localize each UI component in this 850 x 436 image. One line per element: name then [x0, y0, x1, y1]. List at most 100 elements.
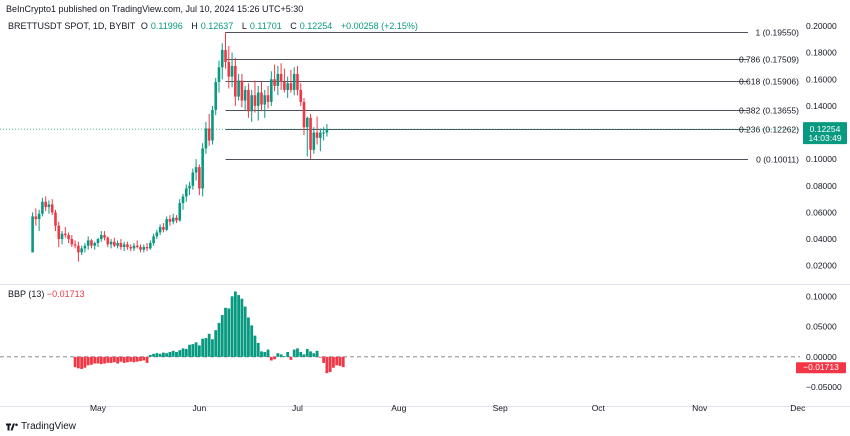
price-tick-label: 0.04000: [806, 234, 837, 244]
ohlc-open-label: O: [140, 21, 148, 31]
candle-body: [299, 89, 303, 102]
candle-body: [54, 212, 57, 226]
bbp-bar: [109, 356, 113, 363]
bbp-bar: [116, 356, 120, 364]
candle-body: [240, 80, 244, 101]
fibonacci-levels: 1 (0.19550) 0.786 (0.17509) 0.618 (0.15906…: [0, 28, 800, 165]
candle-body: [230, 65, 234, 77]
bbp-bar: [286, 351, 290, 357]
ohlc-low-label: L: [241, 21, 247, 31]
candle-body: [253, 95, 257, 106]
symbol-name[interactable]: BRETTUSDT SPOT, 1D, BYBIT: [8, 21, 136, 31]
bbp-bar: [73, 356, 77, 368]
bbp-bar: [217, 322, 221, 357]
ohlc-high-value: 0.12637: [200, 21, 234, 31]
candle-body: [217, 67, 221, 82]
bbp-bar: [122, 356, 126, 363]
time-tick-label: Oct: [592, 403, 606, 413]
time-tick-label: Nov: [692, 403, 708, 413]
candle-body: [224, 49, 227, 62]
candle-body: [162, 227, 165, 230]
bbp-bar: [318, 356, 322, 358]
candle-body: [237, 80, 240, 97]
publisher-line: BeInCrypto1 published on TradingView.com…: [6, 4, 304, 14]
time-tick-label: Jun: [193, 403, 207, 413]
candle-body: [322, 132, 325, 134]
candle-body: [37, 213, 41, 220]
candle-body: [145, 247, 149, 249]
ohlc-open-value: 0.11996: [150, 21, 183, 31]
bbp-bar: [155, 353, 159, 357]
bbp-bar: [171, 350, 175, 357]
candle-body: [270, 79, 273, 102]
bbp-bar: [341, 356, 345, 368]
bbp-badge: [796, 362, 846, 374]
candle-body: [96, 239, 100, 244]
bbp-bar: [112, 356, 116, 363]
candle-body: [302, 101, 306, 128]
bbp-tick-label: 0.05000: [806, 322, 837, 332]
candle-body: [109, 241, 113, 245]
time-tick-label: Jul: [292, 403, 303, 413]
bbp-bar: [282, 356, 286, 358]
bbp-bar: [230, 296, 234, 357]
bbp-bar: [76, 356, 80, 369]
candle-body: [126, 244, 129, 248]
time-tick-label: Sep: [493, 403, 508, 413]
candle-body: [211, 109, 214, 141]
bbp-badge-value: −0.01713: [803, 362, 839, 372]
bbp-bar: [263, 351, 267, 357]
ohlc-low-value: 0.11701: [249, 21, 282, 31]
bbp-bar: [93, 356, 97, 364]
candle-body: [139, 247, 142, 250]
candle-body: [129, 247, 132, 249]
candle-body: [34, 216, 38, 220]
indicator-label[interactable]: BBP (13): [8, 289, 45, 299]
candle-body: [103, 235, 106, 238]
brand-name: TradingView: [21, 421, 77, 432]
candle-body: [191, 172, 195, 186]
candle-body: [73, 244, 77, 246]
bbp-bar: [253, 335, 257, 357]
bbp-bar: [312, 353, 316, 357]
bbp-bar: [83, 356, 87, 368]
price-tick-label: 0.06000: [806, 207, 837, 217]
bbp-bar: [178, 350, 182, 357]
candle-body: [50, 204, 54, 213]
bbp-bar: [227, 308, 231, 357]
bbp-bar: [322, 356, 326, 363]
tradingview-brand[interactable]: TradingView: [6, 421, 76, 432]
candle-body: [214, 81, 218, 110]
candle-body: [263, 95, 267, 105]
candle-body: [198, 167, 201, 189]
candle-body: [70, 239, 74, 245]
bbp-bar: [207, 333, 211, 357]
time-tick-label: May: [90, 403, 107, 413]
bbp-bar: [328, 356, 332, 372]
price-badge-value: 0.12254: [810, 124, 841, 134]
candle-body: [47, 204, 51, 208]
bbp-bar: [214, 330, 218, 357]
candle-body: [319, 132, 322, 138]
bbp-bar: [129, 356, 133, 362]
bbp-bar: [139, 356, 142, 362]
candle-body: [243, 89, 247, 101]
candle-body: [67, 235, 70, 240]
indicator-value: −0.01713: [46, 289, 85, 299]
candle-body: [201, 148, 204, 189]
candle-body: [41, 201, 44, 214]
bbp-bar: [148, 355, 152, 357]
bbp-bar: [269, 356, 273, 361]
candle-body: [83, 245, 87, 249]
bbp-bar: [132, 356, 136, 363]
bbp-bar: [211, 339, 214, 357]
bbp-bar: [309, 351, 312, 357]
candle-body: [207, 128, 211, 141]
fib-level-label: 0.786 (0.17509): [739, 55, 799, 65]
candle-body: [286, 83, 289, 90]
bbp-bar: [188, 344, 191, 357]
bbp-tick-label: 0.10000: [806, 291, 837, 301]
candle-body: [168, 219, 172, 222]
